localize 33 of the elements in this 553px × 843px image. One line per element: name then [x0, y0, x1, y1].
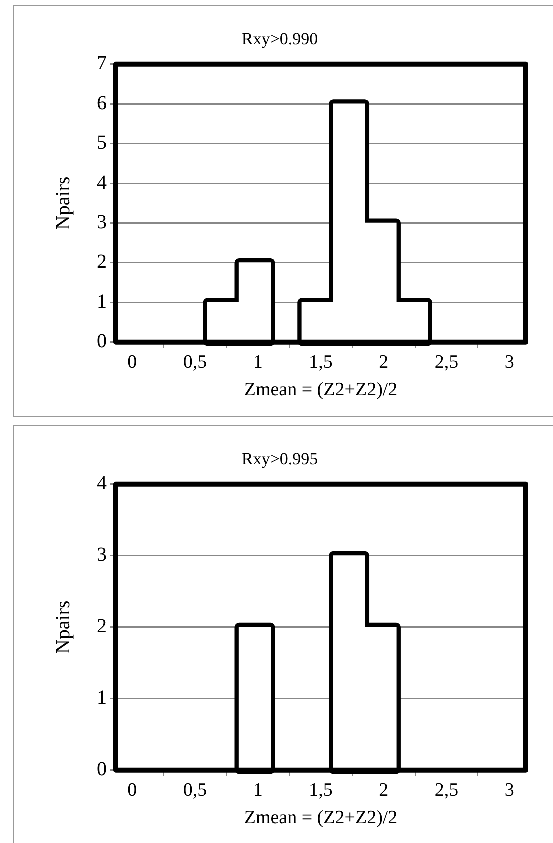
y-tick-label: 5 — [97, 132, 107, 154]
chart-title: Rxy>0.995 — [242, 450, 318, 469]
y-tick-label: 1 — [97, 687, 107, 710]
x-axis-title: Zmean = (Z2+Z2)/2 — [244, 380, 398, 401]
chart-title: Rxy>0.990 — [242, 30, 318, 49]
x-tick-label: 0 — [128, 780, 138, 801]
y-tick-label: 0 — [97, 330, 107, 353]
x-tick-label: 1 — [253, 352, 263, 373]
y-tick-label: 2 — [97, 616, 107, 638]
y-tick-label: 4 — [97, 472, 107, 495]
x-tick-label: 1,5 — [309, 352, 333, 373]
y-tick-label: 0 — [97, 758, 107, 781]
x-tick-label: 0,5 — [183, 352, 208, 373]
x-tick-label: 0 — [128, 352, 138, 373]
y-tick-label: 1 — [97, 290, 107, 313]
x-tick-label: 1,5 — [309, 780, 333, 801]
y-axis-title: Npairs — [52, 600, 74, 654]
x-tick-label: 2 — [379, 352, 389, 373]
y-tick-label: 2 — [97, 251, 107, 274]
x-tick-label: 0,5 — [183, 780, 208, 801]
x-tick-label: 2 — [379, 780, 389, 801]
y-axis-title: Npairs — [52, 176, 74, 230]
y-tick-label: 7 — [97, 52, 107, 75]
x-tick-label: 2,5 — [434, 780, 459, 801]
x-axis-title: Zmean = (Z2+Z2)/2 — [244, 808, 398, 829]
y-tick-label: 4 — [97, 172, 107, 194]
y-tick-label: 6 — [97, 92, 107, 114]
y-tick-label: 3 — [97, 544, 107, 566]
x-tick-label: 1 — [253, 780, 263, 801]
x-tick-label: 3 — [504, 780, 514, 801]
y-tick-label: 3 — [97, 212, 107, 234]
x-tick-label: 3 — [504, 352, 514, 373]
x-tick-label: 2,5 — [434, 352, 459, 373]
